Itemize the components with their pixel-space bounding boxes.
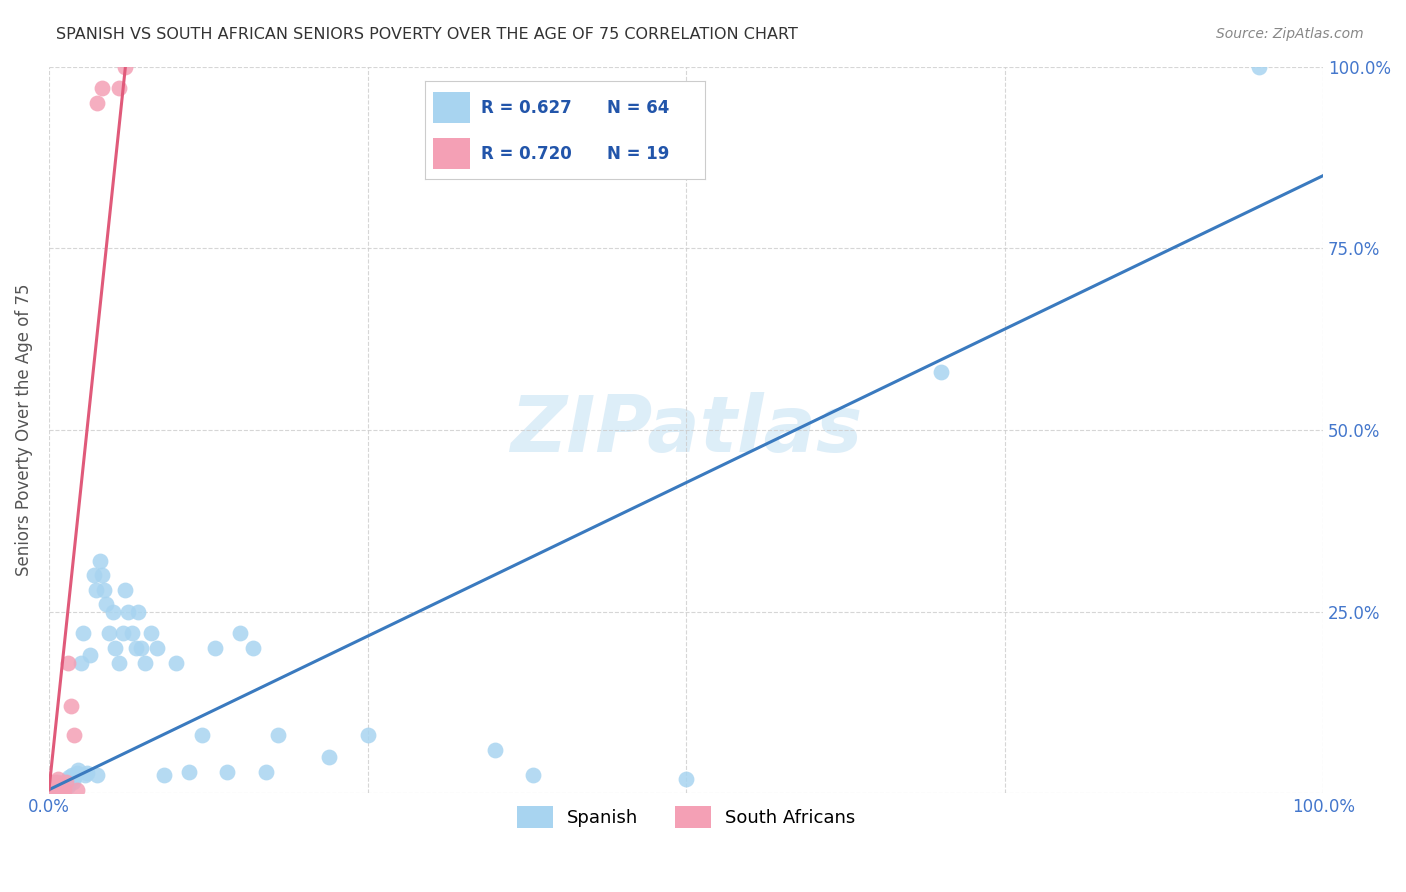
Point bbox=[146, 640, 169, 655]
Point bbox=[139, 626, 162, 640]
Point bbox=[56, 773, 79, 788]
Point bbox=[67, 763, 90, 777]
Point bbox=[675, 772, 697, 786]
Point bbox=[217, 764, 239, 779]
Point bbox=[84, 582, 107, 597]
Point bbox=[127, 605, 149, 619]
Point bbox=[101, 605, 124, 619]
Point bbox=[79, 648, 101, 663]
Point bbox=[58, 770, 80, 784]
Point bbox=[114, 60, 136, 74]
Point bbox=[152, 768, 174, 782]
Point bbox=[229, 626, 252, 640]
Point bbox=[41, 782, 63, 797]
Point bbox=[134, 656, 156, 670]
Point bbox=[108, 81, 131, 95]
Point bbox=[48, 782, 70, 797]
Point bbox=[52, 778, 75, 792]
Point bbox=[929, 365, 952, 379]
Point bbox=[117, 605, 139, 619]
Point bbox=[53, 780, 76, 795]
Point bbox=[86, 768, 108, 782]
Point bbox=[56, 656, 79, 670]
Point bbox=[108, 656, 131, 670]
Point bbox=[254, 764, 277, 779]
Point bbox=[129, 640, 152, 655]
Point bbox=[191, 728, 214, 742]
Point bbox=[91, 568, 114, 582]
Point bbox=[60, 768, 83, 782]
Point bbox=[83, 568, 105, 582]
Point bbox=[55, 775, 77, 789]
Point bbox=[356, 728, 378, 742]
Point bbox=[48, 782, 70, 797]
Point bbox=[104, 640, 127, 655]
Point bbox=[63, 728, 86, 742]
Point bbox=[51, 782, 73, 797]
Point bbox=[242, 640, 264, 655]
Point bbox=[522, 768, 544, 782]
Point bbox=[97, 626, 120, 640]
Y-axis label: Seniors Poverty Over the Age of 75: Seniors Poverty Over the Age of 75 bbox=[15, 284, 32, 576]
Point bbox=[89, 554, 111, 568]
Point bbox=[46, 772, 69, 786]
Text: ZIPatlas: ZIPatlas bbox=[510, 392, 862, 468]
Point bbox=[49, 779, 72, 793]
Point bbox=[1249, 60, 1271, 74]
Point bbox=[66, 782, 89, 797]
Point bbox=[45, 778, 67, 792]
Point bbox=[59, 699, 82, 714]
Text: SPANISH VS SOUTH AFRICAN SENIORS POVERTY OVER THE AGE OF 75 CORRELATION CHART: SPANISH VS SOUTH AFRICAN SENIORS POVERTY… bbox=[56, 27, 799, 42]
Text: Source: ZipAtlas.com: Source: ZipAtlas.com bbox=[1216, 27, 1364, 41]
Point bbox=[484, 743, 506, 757]
Point bbox=[318, 750, 340, 764]
Point bbox=[41, 782, 63, 797]
Point bbox=[51, 782, 73, 797]
Point bbox=[42, 779, 65, 793]
Point bbox=[69, 656, 91, 670]
Point bbox=[52, 780, 75, 795]
Point bbox=[44, 782, 66, 797]
Point bbox=[42, 780, 65, 795]
Point bbox=[114, 582, 136, 597]
Point bbox=[93, 582, 115, 597]
Point bbox=[56, 779, 79, 793]
Point bbox=[121, 626, 143, 640]
Point bbox=[72, 626, 94, 640]
Point bbox=[76, 766, 98, 780]
Point bbox=[165, 656, 187, 670]
Point bbox=[179, 764, 201, 779]
Point bbox=[96, 598, 118, 612]
Point bbox=[73, 768, 96, 782]
Point bbox=[63, 770, 86, 784]
Point bbox=[46, 775, 69, 789]
Point bbox=[91, 81, 114, 95]
Point bbox=[49, 779, 72, 793]
Point bbox=[86, 95, 108, 110]
Point bbox=[59, 773, 82, 788]
Point bbox=[53, 782, 76, 797]
Point bbox=[45, 782, 67, 797]
Point bbox=[111, 626, 134, 640]
Point bbox=[55, 775, 77, 789]
Point bbox=[42, 780, 65, 795]
Point bbox=[267, 728, 290, 742]
Legend: Spanish, South Africans: Spanish, South Africans bbox=[509, 798, 863, 835]
Point bbox=[204, 640, 226, 655]
Point bbox=[124, 640, 146, 655]
Point bbox=[62, 775, 84, 789]
Point bbox=[66, 766, 89, 780]
Point bbox=[44, 775, 66, 789]
